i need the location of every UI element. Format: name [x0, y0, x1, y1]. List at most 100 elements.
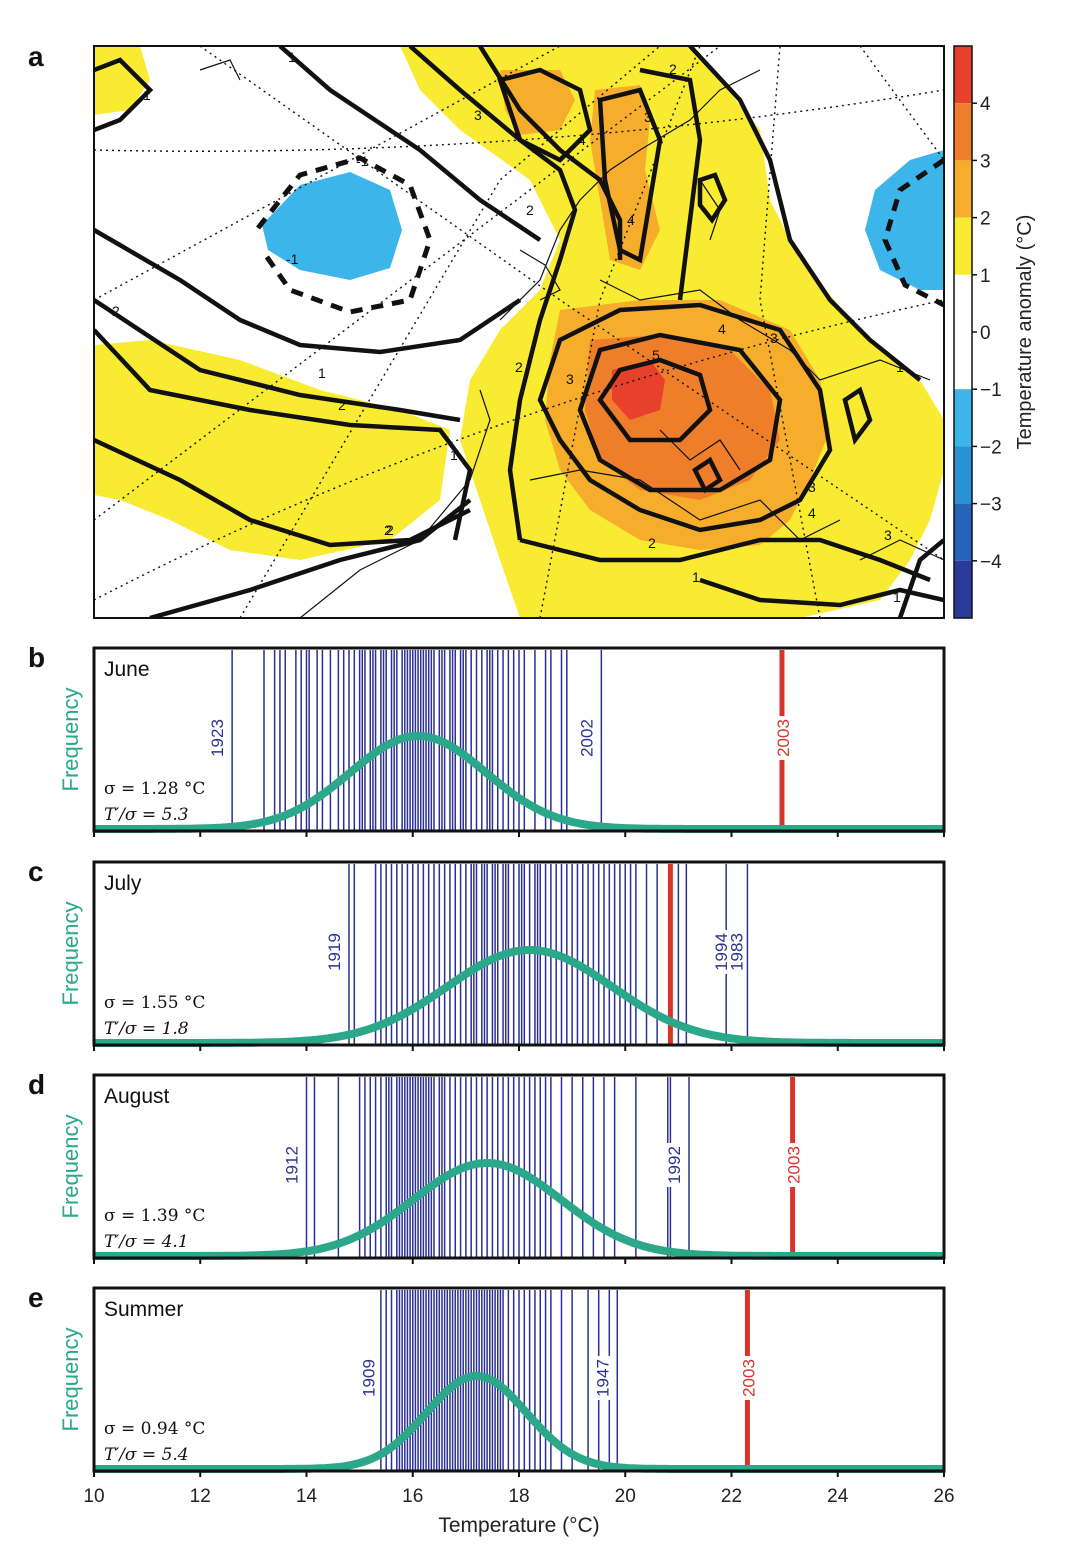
year-label-group: 1919 [325, 930, 344, 974]
year-label-bg [727, 930, 747, 974]
year-label: 1992 [665, 1146, 684, 1184]
month-label: June [104, 658, 150, 681]
sigma-label: σ = 1.28 °C [104, 779, 205, 799]
colorbar-tick-label: −1 [980, 380, 1002, 401]
x-tick-label: 20 [615, 1486, 636, 1507]
year-label-group: 1947 [593, 1356, 613, 1400]
highlight-year-label: 2003 [739, 1359, 758, 1397]
anomaly-region-orange-2 [590, 85, 660, 270]
y-axis-label: Frequency [58, 902, 83, 1006]
histogram-panels: b 1923 2002 2003 June σ = 1.28 °C T′/σ = 5.3 Fr… [28, 642, 955, 1537]
sigma-label: σ = 1.55 °C [104, 993, 205, 1013]
contour-label: 1 [143, 87, 151, 103]
ratio-label: T′/σ = 1.8 [104, 1019, 189, 1039]
contour-label: 3 [644, 109, 652, 125]
x-tick-label: 12 [190, 1486, 211, 1507]
year-label: 1912 [283, 1146, 302, 1184]
negative-contours [256, 155, 944, 315]
year-label-bg [593, 1356, 613, 1400]
anomaly-region-cold-east [865, 150, 944, 290]
year-label-bg [359, 1356, 379, 1400]
year-label-bg [739, 1356, 759, 1400]
y-axis-label: Frequency [58, 688, 83, 792]
highlight-year-label-group: 2003 [784, 1143, 804, 1187]
colorbar: 4 3 2 1 0 −1 −2 −3 −4 [953, 45, 1002, 619]
year-label: 1947 [593, 1359, 612, 1397]
contour-label: 1 [318, 365, 326, 381]
year-label-bg [712, 930, 732, 974]
histogram-panel-d: d 1912 1992 2003 August σ = 1.39 °C T′/σ = 4.1… [28, 1069, 946, 1264]
highlight-year-label-group: 2003 [773, 716, 793, 760]
y-axis-label: Frequency [58, 1328, 83, 1432]
x-tick-label: 26 [933, 1486, 954, 1507]
colorbar-band [954, 560, 972, 618]
ratio-label: T′/σ = 5.3 [104, 805, 189, 825]
year-label-group: 1909 [359, 1356, 379, 1400]
x-axis-label: Temperature (°C) [438, 1514, 599, 1537]
colorbar-band [954, 446, 972, 504]
year-label-bg [665, 1143, 684, 1187]
year-label-bg [208, 716, 228, 760]
panel-label: c [28, 856, 44, 887]
colorbar-tick-label: 4 [980, 94, 991, 115]
highlight-year-label-group: 2003 [739, 1356, 759, 1400]
contour-label: 4 [627, 212, 635, 228]
graticule [94, 46, 944, 618]
colorbar-band [954, 274, 972, 332]
normal-distribution-curve [92, 946, 946, 1047]
contour-label: 4 [578, 132, 586, 148]
colorbar-band [954, 103, 972, 161]
colorbar-tick-label: 0 [980, 323, 991, 344]
contour-label: 3 [770, 330, 778, 346]
contours [94, 46, 944, 618]
x-tick-label: 14 [296, 1486, 318, 1507]
year-label-group: 1983 [727, 930, 747, 974]
highlight-year-label: 2003 [785, 1146, 804, 1184]
contour-label: 2 [515, 359, 523, 375]
month-label: Summer [104, 1298, 183, 1321]
contour-label: 2 [338, 397, 346, 413]
sigma-label: σ = 1.39 °C [104, 1206, 205, 1226]
colorbar-band [954, 46, 972, 104]
year-label-group: 1992 [665, 1143, 684, 1187]
contour-label: 3 [884, 527, 892, 543]
contour-label: -1 [286, 251, 299, 267]
month-label: July [104, 872, 142, 895]
year-label-group: 1923 [208, 716, 228, 760]
year-label-bg [577, 716, 597, 760]
year-label: 1923 [208, 719, 227, 757]
colorbar-tick-label: 1 [980, 266, 991, 287]
contour-label: 3 [474, 107, 482, 123]
colorbar-tick-label: 2 [980, 209, 991, 230]
x-tick-label: 24 [827, 1486, 849, 1507]
contour-label: 2 [384, 522, 392, 538]
contour-label: 4 [718, 321, 726, 337]
histogram-panel-e: e 1909 1947 2003 Summer σ = 0.94 °C T′/σ = 5.4… [28, 1282, 946, 1477]
contour-label: 2 [386, 522, 394, 538]
year-label: 1983 [727, 933, 746, 971]
contour-label: 2 [669, 61, 677, 77]
x-tick-label: 10 [83, 1486, 104, 1507]
highlight-year-label: 2003 [774, 719, 793, 757]
contour-label: 5 [652, 347, 660, 363]
anomaly-region-red [612, 360, 665, 420]
contour-label: 1 [450, 447, 458, 463]
anomaly-region-cold-atlantic [262, 172, 402, 280]
contour-label: 2 [112, 303, 120, 319]
month-label: August [104, 1085, 170, 1108]
contour-label: 1 [288, 49, 296, 65]
contour-label: -1 [356, 153, 369, 169]
year-label-group: 1912 [282, 1143, 302, 1187]
x-tick-label: 22 [721, 1486, 742, 1507]
panel-label: e [28, 1282, 44, 1313]
histogram-panel-b: b 1923 2002 2003 June σ = 1.28 °C T′/σ = 5.3 Fr… [28, 642, 946, 837]
contour-label: 2 [526, 202, 534, 218]
contour-labels: 1 1 2 -1 -1 2 1 2 1 2 3 2 4 3 4 3 5 4 3 … [112, 49, 904, 605]
year-label-bg [784, 1143, 804, 1187]
panel-label: d [28, 1069, 45, 1100]
year-label: 1919 [325, 933, 344, 971]
year-label: 1909 [360, 1359, 379, 1397]
colorbar-title: Temperature anomaly (°C) [1014, 215, 1036, 450]
